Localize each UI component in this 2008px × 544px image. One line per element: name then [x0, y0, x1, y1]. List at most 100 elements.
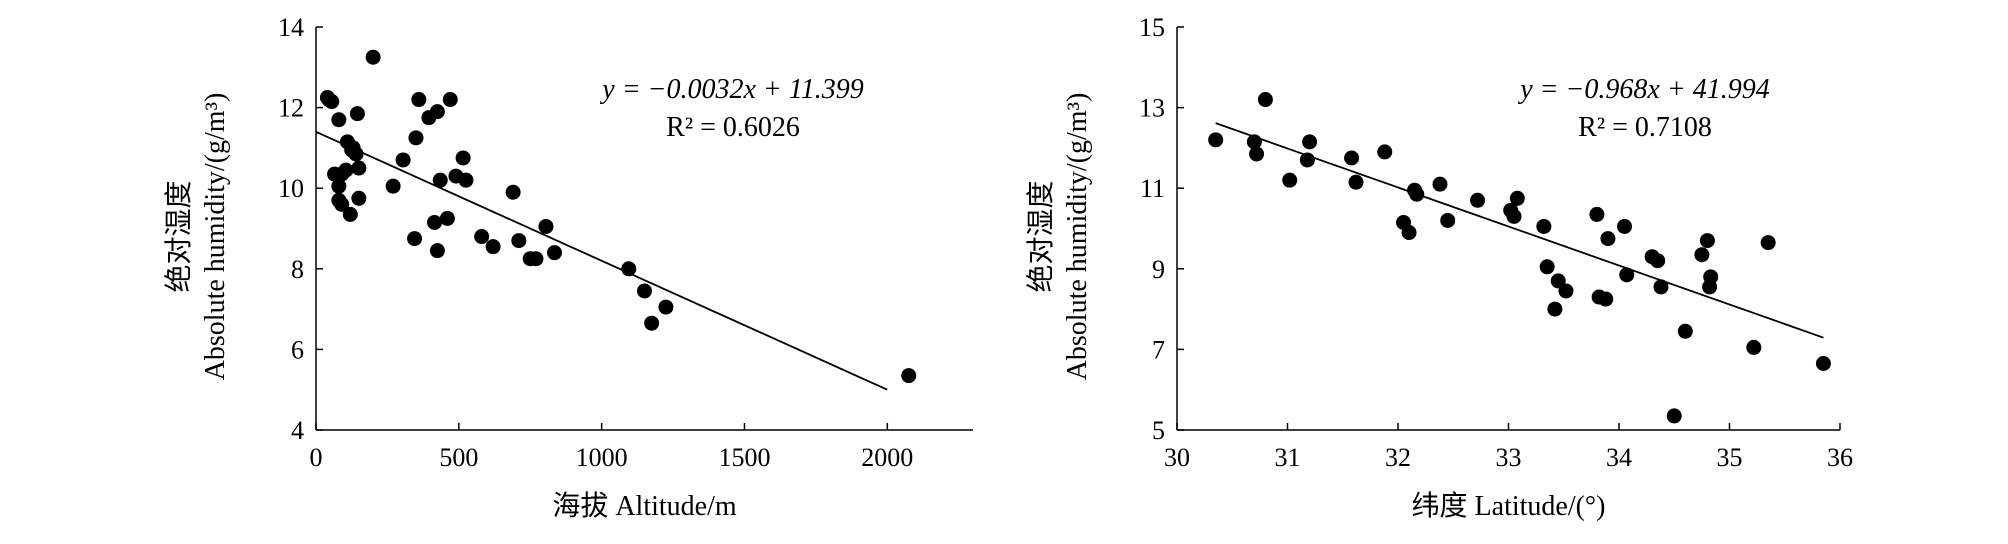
regression-equation: y = −0.968x + 41.994	[1517, 74, 1770, 105]
data-point	[1677, 323, 1693, 339]
data-point	[1506, 208, 1522, 224]
data-point	[345, 140, 361, 156]
data-point	[432, 172, 448, 188]
data-point	[385, 178, 401, 194]
x-tick-label: 1000	[576, 443, 628, 472]
y-axis-title-chinese: 绝对湿度	[163, 180, 195, 292]
data-point	[334, 196, 350, 212]
r-squared-label: R² = 0.7108	[1578, 112, 1712, 143]
y-axis-title-english: Absolute humidity/(g/m³)	[200, 93, 231, 381]
data-point	[1666, 408, 1682, 424]
data-point	[1509, 190, 1525, 206]
data-point	[1440, 212, 1456, 228]
data-point	[1249, 146, 1265, 162]
x-tick-label: 500	[439, 443, 478, 472]
data-point	[901, 368, 917, 384]
data-point	[351, 160, 367, 176]
y-tick-label: 12	[278, 94, 304, 123]
data-point	[429, 104, 445, 120]
data-point	[1598, 291, 1614, 307]
data-point	[1536, 218, 1552, 234]
y-tick-label: 8	[291, 255, 304, 284]
data-point	[351, 190, 367, 206]
regression-equation: y = −0.0032x + 11.399	[599, 74, 863, 105]
data-point	[1650, 253, 1666, 269]
data-point	[1257, 92, 1273, 108]
data-point	[1539, 259, 1555, 275]
data-point	[395, 152, 411, 168]
data-point	[1377, 144, 1393, 160]
data-point	[1558, 283, 1574, 299]
data-point	[474, 229, 490, 245]
y-tick-label: 11	[1140, 174, 1165, 203]
data-point	[1653, 279, 1669, 295]
data-point	[644, 315, 660, 331]
data-point	[1409, 186, 1425, 202]
data-point	[324, 94, 340, 110]
data-point	[1302, 134, 1318, 150]
x-tick-label: 35	[1717, 443, 1743, 472]
x-tick-label: 0	[310, 443, 323, 472]
y-tick-label: 14	[278, 13, 304, 42]
y-tick-label: 7	[1152, 335, 1165, 364]
x-tick-label: 31	[1275, 443, 1301, 472]
data-point	[1299, 152, 1315, 168]
chart-altitude-humidity: 0 500 1000 1500 2000 4 6 8 10 12 14 海拔 Altitude/m 绝对…	[163, 13, 973, 522]
data-point	[1208, 132, 1224, 148]
data-point	[621, 261, 637, 277]
x-tick-label: 1500	[718, 443, 770, 472]
x-tick-label: 30	[1164, 443, 1190, 472]
y-tick-label: 5	[1152, 416, 1165, 445]
x-tick-label: 33	[1496, 443, 1522, 472]
data-point	[365, 49, 381, 65]
data-point	[1815, 356, 1831, 372]
data-point	[1547, 301, 1563, 317]
data-point	[455, 150, 471, 166]
data-point	[342, 206, 358, 222]
y-tick-label: 10	[278, 174, 304, 203]
data-point	[338, 162, 354, 178]
data-point	[1619, 267, 1635, 283]
y-tick-label: 4	[291, 416, 304, 445]
data-point	[528, 251, 544, 267]
r-squared-label: R² = 0.6026	[666, 112, 800, 143]
x-axis-title: 海拔 Altitude/m	[552, 490, 737, 522]
data-point	[1470, 192, 1486, 208]
x-tick-label: 34	[1606, 443, 1632, 472]
y-tick-label: 13	[1139, 94, 1165, 123]
x-axis-title: 纬度 Latitude/(°)	[1412, 490, 1606, 522]
data-point	[1344, 150, 1360, 166]
data-point	[1246, 134, 1262, 150]
y-axis-title-chinese: 绝对湿度	[1025, 180, 1057, 292]
data-point	[485, 239, 501, 255]
y-tick-label: 15	[1139, 13, 1165, 42]
data-point	[1282, 172, 1298, 188]
data-point	[1702, 279, 1718, 295]
data-point	[1746, 339, 1762, 355]
data-point	[442, 92, 458, 108]
x-tick-label: 2000	[861, 443, 913, 472]
x-tick-label: 32	[1385, 443, 1411, 472]
data-point	[408, 130, 424, 146]
data-point	[429, 243, 445, 259]
chart-latitude-humidity: 30 31 32 33 34 35 36 5 7 9 11 13 15 纬度 Latitude/(°) 绝对…	[1025, 13, 1853, 522]
trendline	[315, 131, 888, 391]
data-point	[538, 218, 554, 234]
data-point	[1348, 174, 1364, 190]
data-point	[658, 299, 674, 315]
data-point	[1600, 231, 1616, 247]
data-point	[1589, 206, 1605, 222]
y-axis-title-english: Absolute humidity/(g/m³)	[1062, 93, 1093, 381]
y-tick-label: 9	[1152, 255, 1165, 284]
data-point	[407, 231, 423, 247]
data-point	[439, 210, 455, 226]
data-point	[411, 92, 427, 108]
data-point	[637, 283, 652, 299]
data-point	[547, 245, 563, 261]
data-point	[511, 233, 527, 249]
data-point	[505, 184, 521, 200]
data-point	[1760, 235, 1776, 251]
trendline	[1215, 122, 1824, 339]
data-point	[1617, 218, 1633, 234]
